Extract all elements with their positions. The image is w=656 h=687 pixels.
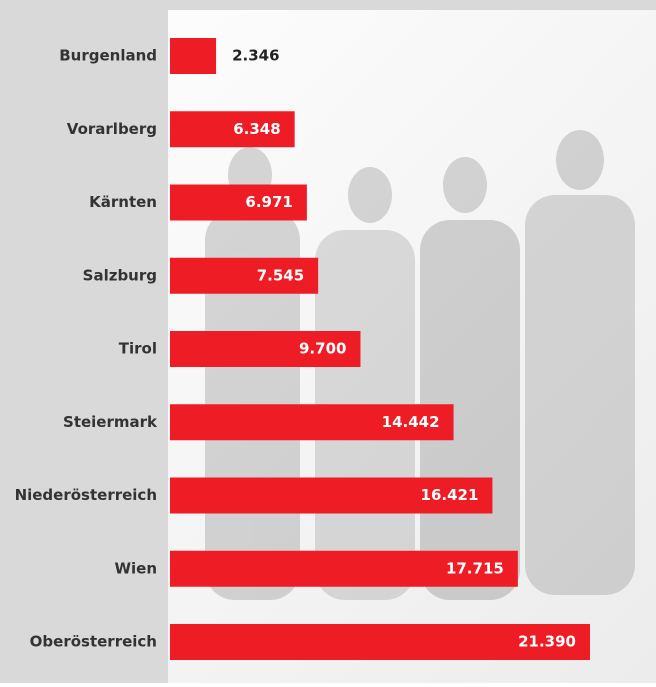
value-label: 7.545 <box>257 266 304 284</box>
value-label: 9.700 <box>299 340 346 358</box>
category-label: Salzburg <box>83 266 157 284</box>
value-label: 21.390 <box>518 633 576 651</box>
category-label: Oberösterreich <box>30 633 157 651</box>
category-label: Steiermark <box>63 413 158 431</box>
value-label: 14.442 <box>382 413 440 431</box>
value-label: 16.421 <box>421 486 479 504</box>
bar <box>170 38 216 74</box>
category-label: Kärnten <box>89 193 157 211</box>
category-label: Niederösterreich <box>15 486 157 504</box>
category-label: Wien <box>114 559 157 577</box>
value-label: 17.715 <box>446 559 504 577</box>
category-label: Vorarlberg <box>67 120 157 138</box>
chart: Burgenland 2.346 Vorarlberg 6.348 Kärnten 6.9… <box>0 0 656 683</box>
value-label: 6.971 <box>245 193 292 211</box>
value-label: 2.346 <box>232 47 279 65</box>
value-label: 6.348 <box>233 120 280 138</box>
category-label: Tirol <box>119 340 157 358</box>
category-label: Burgenland <box>59 47 157 65</box>
